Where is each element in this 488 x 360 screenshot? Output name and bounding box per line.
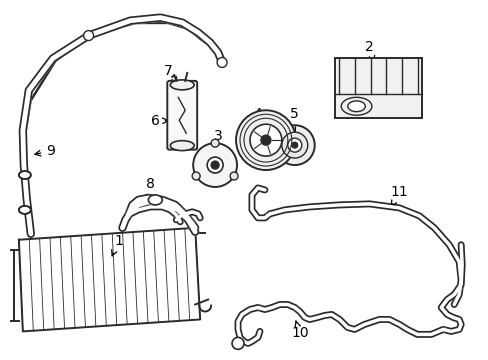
Text: 1: 1 bbox=[111, 234, 122, 256]
Circle shape bbox=[261, 135, 270, 145]
Circle shape bbox=[236, 110, 295, 170]
Ellipse shape bbox=[341, 97, 371, 115]
Ellipse shape bbox=[347, 101, 365, 112]
Ellipse shape bbox=[19, 171, 31, 179]
Circle shape bbox=[287, 138, 301, 152]
Circle shape bbox=[281, 132, 307, 158]
Ellipse shape bbox=[230, 172, 238, 180]
Text: 5: 5 bbox=[290, 107, 299, 138]
Ellipse shape bbox=[192, 172, 200, 180]
Bar bbox=[334, 58, 422, 118]
Text: 8: 8 bbox=[145, 177, 155, 201]
Ellipse shape bbox=[170, 80, 194, 90]
Text: 10: 10 bbox=[290, 321, 308, 341]
Text: 11: 11 bbox=[390, 185, 407, 206]
Text: 2: 2 bbox=[365, 40, 374, 62]
Text: 9: 9 bbox=[35, 144, 55, 158]
Circle shape bbox=[232, 337, 244, 349]
Circle shape bbox=[249, 124, 281, 156]
Ellipse shape bbox=[211, 139, 219, 147]
Text: 4: 4 bbox=[253, 107, 265, 138]
Circle shape bbox=[291, 142, 297, 148]
Circle shape bbox=[83, 31, 93, 41]
Ellipse shape bbox=[170, 141, 194, 150]
Ellipse shape bbox=[148, 195, 162, 205]
Text: 6: 6 bbox=[151, 114, 168, 128]
Circle shape bbox=[207, 157, 223, 173]
Circle shape bbox=[274, 125, 314, 165]
Ellipse shape bbox=[19, 206, 31, 214]
Circle shape bbox=[193, 143, 237, 187]
FancyBboxPatch shape bbox=[167, 81, 197, 150]
Circle shape bbox=[211, 161, 219, 169]
Text: 7: 7 bbox=[163, 64, 177, 82]
Circle shape bbox=[217, 58, 226, 67]
Text: 3: 3 bbox=[213, 129, 222, 156]
